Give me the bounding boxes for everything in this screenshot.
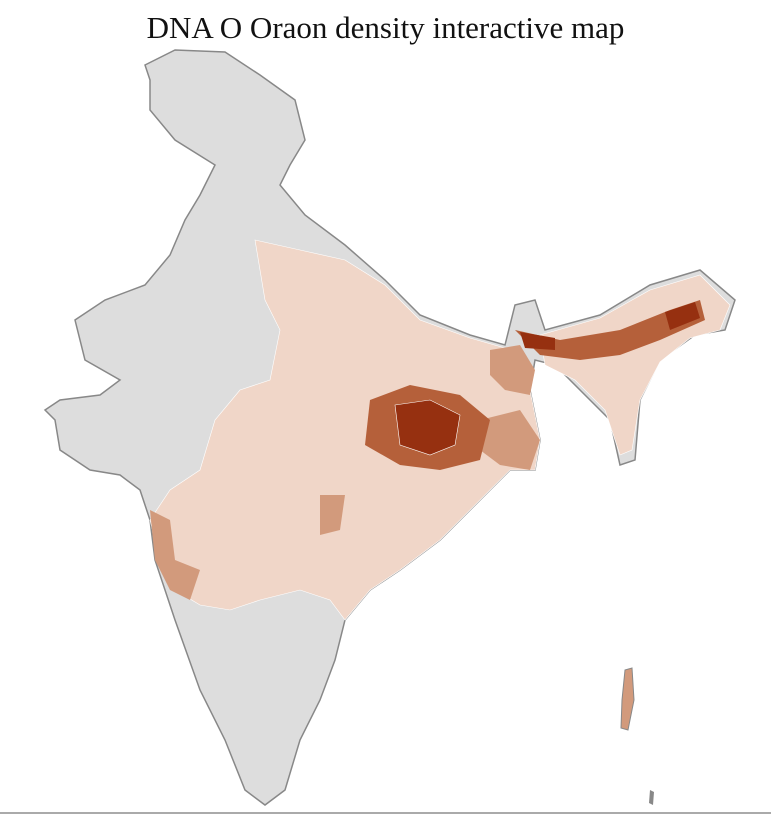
nicobar-islands[interactable] bbox=[649, 790, 654, 805]
region-low-density-central[interactable] bbox=[149, 239, 541, 621]
bottom-divider bbox=[0, 812, 771, 814]
region-very-high-density-upper-assam[interactable] bbox=[665, 302, 700, 330]
region-low-density-northeast[interactable] bbox=[539, 274, 731, 456]
region-medium-density-maharashtra[interactable] bbox=[150, 510, 200, 600]
region-medium-density-odisha[interactable] bbox=[480, 410, 540, 470]
andaman-islands[interactable] bbox=[620, 667, 635, 731]
region-very-high-density-dooars[interactable] bbox=[520, 332, 555, 350]
region-very-high-density-jharkhand[interactable] bbox=[394, 399, 461, 456]
region-medium-density-bengal[interactable] bbox=[490, 345, 535, 395]
region-high-density-assam[interactable] bbox=[515, 300, 705, 360]
region-medium-density-chhattisgarh[interactable] bbox=[320, 495, 345, 535]
map-title: DNA O Oraon density interactive map bbox=[146, 10, 625, 45]
